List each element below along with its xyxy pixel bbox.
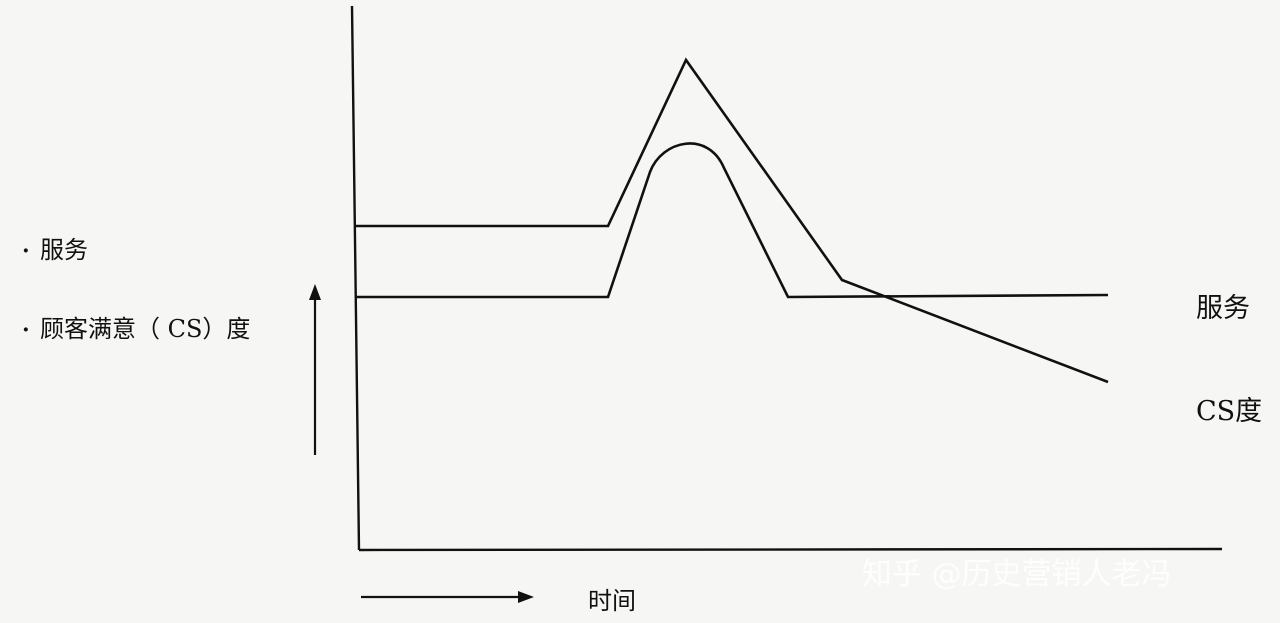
y-axis: [350, 5, 361, 551]
legend-label-service: 服务: [40, 236, 88, 264]
series-label-service: 服务: [1196, 293, 1250, 324]
y-direction-arrow-head: [309, 284, 321, 300]
legend-bullet-cs: ·: [22, 317, 30, 343]
legend-bullet-service: ·: [22, 238, 30, 264]
series-line-service: [356, 57, 1109, 384]
legend-label-cs: 顾客满意（ CS）度: [40, 315, 250, 343]
series-line-cs: [356, 142, 1109, 299]
x-direction-arrow-head: [518, 591, 534, 603]
x-axis-label: 时间: [588, 587, 636, 615]
series-label-cs: CS度: [1196, 396, 1262, 427]
x-axis: [358, 547, 1223, 552]
watermark-text: 知乎 @历史营销人老冯: [862, 557, 1172, 592]
